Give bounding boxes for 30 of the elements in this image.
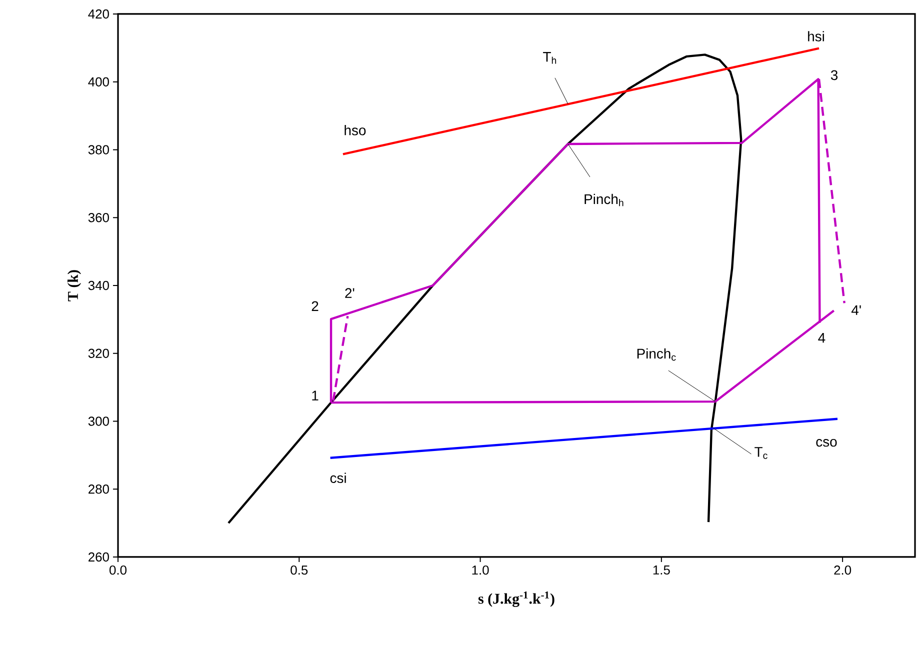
y-tick-label: 280 <box>88 484 109 494</box>
y-tick-label: 380 <box>88 145 109 154</box>
x-axis-title: s (J.kg$^{-1}$.k$^{-1}$) <box>478 592 554 607</box>
annotation: 4' <box>851 305 861 315</box>
annotation: 2' <box>345 288 354 298</box>
x-tick-label: 1.0 <box>472 566 489 575</box>
annotation: 1 <box>312 390 318 400</box>
annotation: Pinch$_{h}$ <box>584 194 624 206</box>
annotation: cso <box>816 439 837 447</box>
annotation: csi <box>330 472 346 484</box>
x-tick-label: 2.0 <box>834 566 852 575</box>
y-tick-label: 300 <box>88 416 109 426</box>
y-tick-label: 400 <box>88 77 109 86</box>
annotation: 3 <box>830 70 838 80</box>
y-tick-label: 260 <box>88 552 109 562</box>
x-tick-label: 0.0 <box>110 566 127 575</box>
annotation: hso <box>344 125 366 136</box>
annotation: hsi <box>808 31 824 42</box>
annotation: Pinch$_{c}$ <box>637 348 676 361</box>
annotation: 2 <box>312 301 318 311</box>
y-axis-title: T (k) <box>68 270 82 302</box>
annotation: 4 <box>818 333 826 343</box>
annotation: T$_{c}$ <box>754 447 768 459</box>
x-tick-label: 1.5 <box>653 566 670 575</box>
y-tick-label: 360 <box>88 213 109 222</box>
x-tick-label: 0.5 <box>290 566 308 575</box>
y-tick-label: 340 <box>88 280 109 290</box>
y-tick-label: 320 <box>88 348 109 358</box>
y-tick-label: 420 <box>88 9 109 19</box>
annotation: T$_{h}$ <box>543 52 556 64</box>
